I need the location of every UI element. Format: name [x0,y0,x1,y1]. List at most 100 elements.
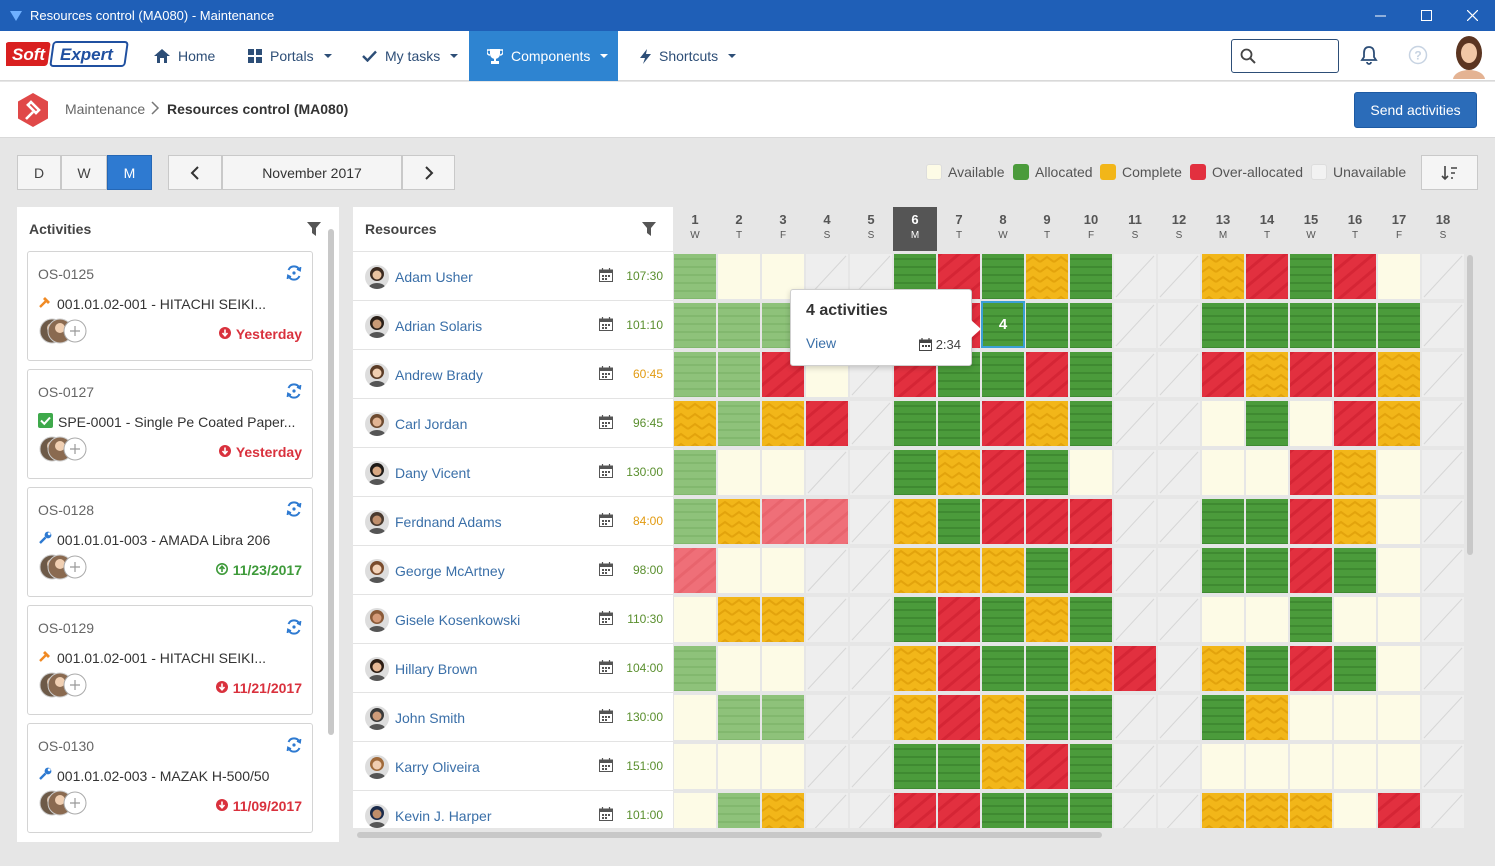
grid-cell-unavailable[interactable] [1114,254,1156,299]
grid-cell-available[interactable] [1378,744,1420,789]
calendar-icon[interactable] [599,317,613,331]
activity-assignees[interactable] [39,554,89,580]
resource-row[interactable]: George McArtney 98:00 [353,545,673,594]
sync-icon[interactable] [285,618,303,636]
grid-cell-unavailable[interactable] [1158,646,1200,691]
grid-cell-complete[interactable] [1334,450,1376,495]
activities-scrollbar[interactable] [328,229,334,735]
grid-cell-allocated[interactable] [1070,401,1112,446]
grid-cell-unavailable[interactable] [850,401,892,446]
grid-cell-allocated-past[interactable] [762,695,804,740]
grid-cell-unavailable[interactable] [1158,499,1200,544]
grid-cell-allocated[interactable] [894,744,936,789]
grid-cell-unavailable[interactable] [806,450,848,495]
grid-cell-available[interactable] [718,254,760,299]
grid-cell-available[interactable] [1378,499,1420,544]
grid-cell-unavailable[interactable] [1422,450,1464,495]
resource-row[interactable]: Carl Jordan 96:45 [353,398,673,447]
sync-icon[interactable] [285,500,303,518]
filter-icon[interactable] [642,222,656,236]
grid-cell-allocated[interactable] [1070,352,1112,397]
popup-view-link[interactable]: View [806,335,837,351]
sync-icon[interactable] [285,382,303,400]
grid-cell-unavailable[interactable] [1114,450,1156,495]
grid-cell-available[interactable] [762,450,804,495]
grid-cell-available[interactable] [1246,597,1288,642]
grid-cell-complete[interactable] [894,646,936,691]
grid-cell-over-allocated[interactable] [982,401,1024,446]
resource-name[interactable]: Hillary Brown [395,661,478,677]
grid-cell-allocated[interactable] [894,401,936,446]
calendar-icon[interactable] [599,660,613,674]
grid-cell-complete[interactable] [1070,646,1112,691]
grid-cell-available[interactable] [1202,401,1244,446]
grid-cell-allocated-past[interactable] [674,303,716,348]
grid-cell-available[interactable] [1334,744,1376,789]
grid-cell-unavailable[interactable] [1158,597,1200,642]
grid-cell-unavailable[interactable] [1422,695,1464,740]
grid-cell-unavailable[interactable] [1114,695,1156,740]
grid-cell-allocated[interactable] [1246,646,1288,691]
grid-cell-complete[interactable] [762,793,804,828]
grid-cell-available[interactable] [718,744,760,789]
grid-cell-over-allocated[interactable] [938,597,980,642]
grid-cell-unavailable[interactable] [1158,450,1200,495]
sync-icon[interactable] [285,736,303,754]
grid-cell-allocated[interactable] [982,352,1024,397]
grid-cell-allocated[interactable] [1026,450,1068,495]
bell-icon[interactable] [1359,45,1379,65]
grid-cell-allocated[interactable] [938,401,980,446]
grid-cell-over-allocated[interactable] [1334,352,1376,397]
grid-cell-unavailable[interactable] [1422,401,1464,446]
calendar-icon[interactable] [599,562,613,576]
grid-cell-over-allocated[interactable] [938,646,980,691]
grid-cell-complete[interactable] [1246,793,1288,828]
grid-cell-complete[interactable] [1026,401,1068,446]
grid-cell-unavailable[interactable] [850,597,892,642]
grid-cell-allocated-past[interactable] [674,450,716,495]
calendar-icon[interactable] [599,415,613,429]
search-input[interactable] [1231,39,1339,73]
grid-cell-unavailable[interactable] [1158,793,1200,828]
grid-cell-unavailable[interactable] [850,744,892,789]
grid-cell-available[interactable] [762,646,804,691]
calendar-icon[interactable] [599,611,613,625]
breadcrumb-root[interactable]: Maintenance [65,101,146,117]
grid-cell-available[interactable] [762,548,804,593]
grid-cell-allocated[interactable] [1246,548,1288,593]
grid-cell-allocated[interactable] [1246,499,1288,544]
month-label[interactable]: November 2017 [222,155,402,190]
grid-cell-complete[interactable] [1026,254,1068,299]
grid-cell-over-allocated[interactable] [1070,499,1112,544]
grid-cell-allocated-past[interactable] [718,401,760,446]
grid-cell-available[interactable] [1334,793,1376,828]
close-button[interactable] [1449,0,1495,31]
grid-cell-allocated-past[interactable] [674,254,716,299]
grid-cell-over-allocated[interactable] [894,793,936,828]
nav-home[interactable]: Home [154,31,215,81]
grid-cell-over-allocated[interactable] [1026,499,1068,544]
grid-cell-complete[interactable] [718,499,760,544]
nav-portals[interactable]: Portals [248,31,332,81]
activity-card[interactable]: OS-0130 001.01.02-003 - MAZAK H-500/50 11/… [27,723,313,833]
grid-cell-complete[interactable] [1334,499,1376,544]
grid-cell-allocated[interactable] [1026,646,1068,691]
grid-cell-available[interactable] [1070,450,1112,495]
grid-cell-over-allocated[interactable] [1290,548,1332,593]
calendar-icon[interactable] [599,807,613,821]
grid-cell-over-allocated[interactable] [982,499,1024,544]
grid-cell-unavailable[interactable] [806,646,848,691]
grid-cell-over-allocated[interactable] [982,450,1024,495]
grid-cell-unavailable[interactable] [1114,744,1156,789]
grid-cell-unavailable[interactable] [1422,352,1464,397]
help-icon[interactable]: ? [1408,45,1428,65]
send-activities-button[interactable]: Send activities [1354,92,1477,128]
previous-month-button[interactable] [168,155,222,190]
grid-cell-allocated[interactable] [1378,303,1420,348]
grid-cell-unavailable[interactable] [1422,793,1464,828]
calendar-icon[interactable] [599,464,613,478]
softexpert-logo[interactable]: Soft Expert [6,40,130,68]
grid-cell-allocated-past[interactable] [674,499,716,544]
grid-cell-unavailable[interactable] [850,450,892,495]
grid-cell-available[interactable] [674,744,716,789]
